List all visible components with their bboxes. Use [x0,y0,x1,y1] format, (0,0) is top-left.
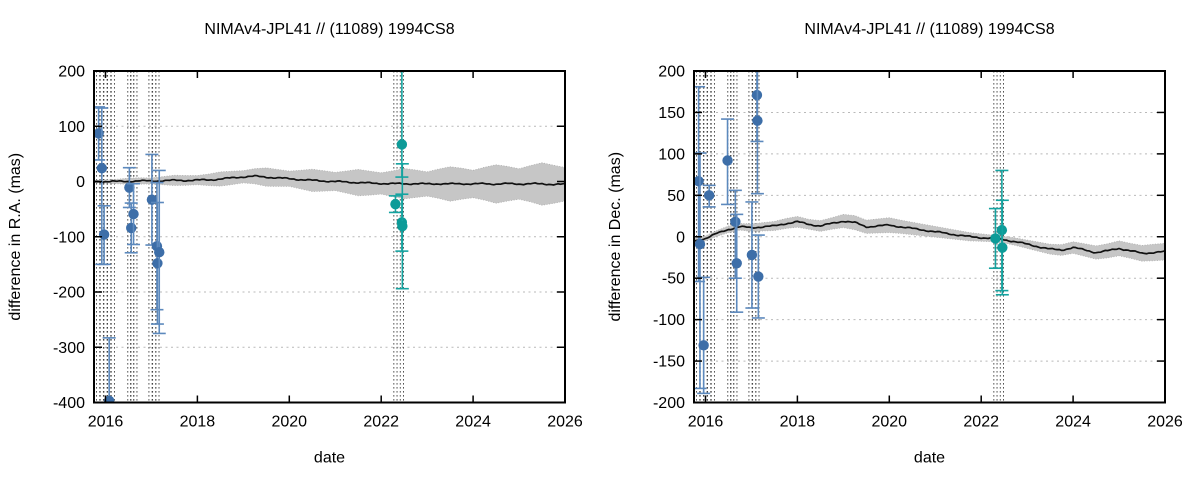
axes: 2016 2018 2020 2022 2024 2026 200 100 0 -100 -200 -… [53,64,583,431]
y-tick-label: -200 [653,395,685,412]
data-point [753,271,764,282]
uncertainty-band [94,162,565,206]
data-point [698,340,709,351]
x-tick-label: 2022 [363,414,399,431]
x-tick-label: 2026 [1147,414,1183,431]
data-point [703,190,715,201]
grid-lines [94,70,565,403]
prediction-curve [94,174,565,186]
data-point [397,221,408,232]
data-point [390,198,401,210]
older-observations-series [94,106,166,403]
y-tick-label: 200 [658,64,685,81]
data-point [128,208,139,220]
dec-difference-chart-svg: 2016 2018 2020 2022 2024 2026 200 150 100 50 0 -50 -… [607,21,1183,467]
x-tick-label: 2022 [963,414,999,431]
y-tick-label: 100 [658,146,685,163]
y-tick-label: 100 [58,119,85,136]
data-layer [94,71,565,403]
y-tick-label: 0 [76,174,85,191]
x-tick-label: 2020 [271,414,307,431]
y-tick-label: -50 [662,271,685,288]
y-tick-label: 150 [658,105,685,122]
epoch-lines [96,71,404,403]
x-tick-label: 2018 [180,414,216,431]
y-tick-label: -200 [53,285,85,302]
data-point [731,258,742,269]
data-point [126,222,137,234]
dec-difference-chart: 2016 2018 2020 2022 2024 2026 200 150 100 50 0 -50 -… [600,0,1200,480]
y-tick-label: -300 [53,340,85,357]
prediction-curve [694,220,1165,255]
data-point [96,163,108,174]
data-point [146,194,158,205]
axes: 2016 2018 2020 2022 2024 2026 200 150 100 50 0 -50 -… [653,64,1183,431]
y-tick-label: -150 [653,354,685,371]
data-point [722,155,733,166]
older-observations-series [694,71,765,395]
data-point [98,229,110,240]
data-point [396,139,408,150]
data-point [124,182,135,193]
x-tick-label: 2018 [780,414,816,431]
x-tick-label: 2026 [547,414,583,431]
ra-difference-chart: 2016 2018 2020 2022 2024 2026 200 100 0 -100 -200 -… [7,21,583,467]
chart-title: NIMAv4-JPL41 // (11089) 1994CS8 [804,21,1054,38]
y-axis-label: difference in R.A. (mas) [7,153,24,321]
data-point [152,258,163,269]
data-point [154,247,165,258]
x-axis-label: date [314,450,345,467]
data-point [997,242,1008,253]
data-point [990,233,1001,244]
y-tick-label: -100 [53,229,85,246]
x-tick-label: 2020 [871,414,907,431]
data-point [103,395,115,403]
ra-difference-chart-svg: 2016 2018 2020 2022 2024 2026 200 100 0 -100 -200 -… [7,21,583,467]
data-point [746,249,758,261]
data-point [694,176,704,187]
y-tick-label: 200 [58,64,85,81]
y-tick-label: 0 [676,229,685,246]
x-tick-label: 2024 [455,414,491,431]
uncertainty-band [694,213,1165,262]
x-axis-label: date [914,450,945,467]
recent-observations-series [988,169,1009,296]
x-tick-label: 2016 [688,414,724,431]
data-point [730,216,741,228]
data-point [752,115,763,126]
x-tick-label: 2016 [88,414,124,431]
y-tick-label: -100 [653,312,685,329]
y-tick-label: -400 [53,395,85,412]
chart-title: NIMAv4-JPL41 // (11089) 1994CS8 [204,21,454,38]
y-tick-label: 50 [667,188,685,205]
data-point [694,239,706,250]
plot-border [93,70,566,404]
recent-observations-series [388,71,409,290]
data-layer [694,71,1165,395]
x-tick-label: 2024 [1055,414,1091,431]
y-axis-label: difference in Dec. (mas) [607,152,624,322]
